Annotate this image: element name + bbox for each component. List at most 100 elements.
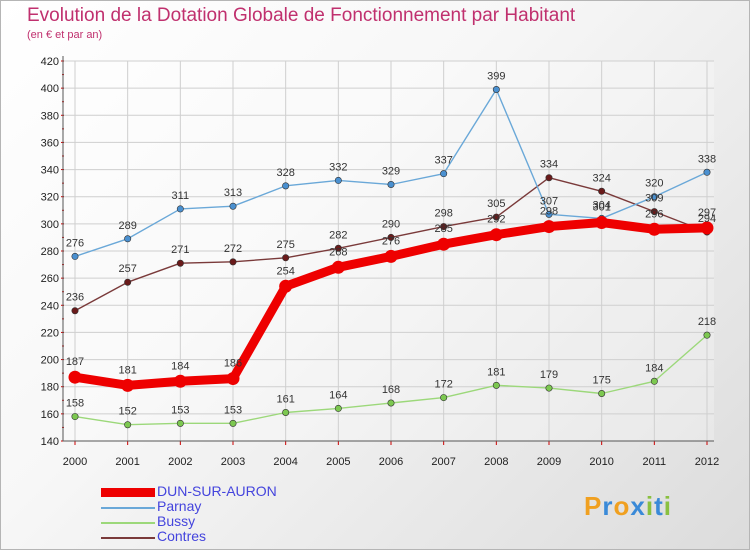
x-tick-label-2010: 2010 [589,456,613,468]
data-label-contres-2000: 236 [66,292,84,304]
point-parnay-2012 [703,168,711,176]
data-label-contres-2006: 290 [382,218,400,230]
y-tick-label-400: 400 [41,83,59,95]
legend-label-parnay: Parnay [157,498,202,514]
y-tick-label-280: 280 [41,246,59,258]
point-parnay-2006 [387,181,395,189]
data-label-parnay-2001: 289 [118,220,136,232]
data-label-contres-2010: 324 [592,172,610,184]
data-label-parnay-2011: 320 [645,178,663,190]
x-tick-label-2009: 2009 [537,456,561,468]
x-tick-label-2004: 2004 [273,456,297,468]
chart-title: Evolution de la Dotation Globale de Fonc… [27,5,576,26]
data-label-dun-sur-auron-2011: 296 [645,208,663,220]
legend-label-contres: Contres [157,528,207,544]
x-tick-label-2000: 2000 [63,456,87,468]
legend-swatch-dun-sur-auron [101,488,155,497]
logo-letter: t [654,491,664,521]
data-label-bussy-2012: 218 [698,316,716,328]
y-tick-label-380: 380 [41,110,59,122]
logo-letter: r [602,491,614,521]
data-label-dun-sur-auron-2003: 186 [224,358,242,370]
data-label-parnay-2009: 307 [540,195,558,207]
y-tick-label-180: 180 [41,382,59,394]
point-parnay-2002 [176,205,184,213]
data-label-contres-2009: 334 [540,159,558,171]
point-dun-sur-auron-2010 [595,216,609,229]
point-parnay-2007 [440,170,448,178]
data-label-bussy-2000: 158 [66,398,84,410]
data-label-parnay-2004: 328 [276,167,294,179]
data-label-contres-2008: 305 [487,198,505,210]
logo-letter: P [584,491,603,521]
data-label-dun-sur-auron-2009: 298 [540,206,558,218]
logo-letter: i [645,491,655,521]
data-label-parnay-2012: 338 [698,153,716,165]
data-label-dun-sur-auron-2001: 181 [118,364,136,376]
logo-letter: i [663,491,672,521]
point-parnay-2003 [229,202,237,210]
data-label-parnay-2003: 313 [224,187,242,199]
y-tick-label-320: 320 [41,192,59,204]
point-contres-2005 [334,244,342,252]
point-bussy-2005 [334,404,342,412]
data-label-bussy-2004: 161 [276,394,294,406]
point-contres-2009 [545,174,553,182]
data-label-bussy-2009: 179 [540,369,558,381]
point-parnay-2005 [334,176,342,184]
y-tick-label-260: 260 [41,273,59,285]
point-dun-sur-auron-2012 [700,221,714,235]
logo-letter: o [613,491,631,521]
point-parnay-2009 [545,210,553,218]
legend-swatch-parnay [101,507,155,509]
y-tick-label-160: 160 [41,409,59,421]
point-bussy-2006 [387,399,395,407]
point-parnay-2001 [124,235,132,243]
data-label-bussy-2007: 172 [434,379,452,391]
data-label-dun-sur-auron-2000: 187 [66,356,84,368]
y-tick-label-420: 420 [41,56,59,68]
data-label-bussy-2001: 152 [118,406,136,418]
x-tick-label-2012: 2012 [695,456,719,468]
data-label-dun-sur-auron-2012: 297 [698,207,716,219]
data-label-bussy-2008: 181 [487,366,505,378]
data-label-dun-sur-auron-2002: 184 [171,360,189,372]
data-label-bussy-2005: 164 [329,389,347,401]
data-label-bussy-2010: 175 [592,375,610,387]
data-label-bussy-2003: 153 [224,404,242,416]
point-bussy-2003 [229,419,237,427]
chart-subtitle: (en € et par an) [27,29,103,41]
point-bussy-2008 [492,381,500,389]
x-tick-label-2003: 2003 [221,456,245,468]
data-label-dun-sur-auron-2006: 276 [382,235,400,247]
data-label-dun-sur-auron-2007: 285 [434,223,452,235]
data-label-contres-2011: 309 [645,193,663,205]
x-tick-label-2006: 2006 [379,456,403,468]
data-label-bussy-2006: 168 [382,384,400,396]
data-label-parnay-2006: 329 [382,166,400,178]
point-bussy-2009 [545,384,553,392]
point-dun-sur-auron-2001 [121,378,135,392]
y-tick-label-220: 220 [41,327,59,339]
point-bussy-2000 [71,413,79,421]
x-tick-label-2002: 2002 [168,456,192,468]
point-bussy-2002 [176,419,184,427]
series [68,86,714,429]
point-dun-sur-auron-2003 [226,372,240,386]
point-contres-2006 [387,233,395,241]
data-label-dun-sur-auron-2004: 254 [276,265,294,277]
data-label-contres-2002: 271 [171,244,189,256]
point-bussy-2004 [282,408,290,416]
legend-swatch-contres [101,537,155,539]
x-tick-label-2007: 2007 [431,456,455,468]
data-label-bussy-2002: 153 [171,404,189,416]
axes: 140 160 180 200 220 240 260 280 300 320 340 360 380 4… [41,56,719,468]
point-dun-sur-auron-2000 [68,370,82,384]
y-tick-label-360: 360 [41,137,59,149]
point-contres-2003 [229,258,237,266]
x-tick-label-2005: 2005 [326,456,350,468]
point-dun-sur-auron-2008 [489,228,503,242]
point-dun-sur-auron-2007 [437,237,451,251]
legend-label-bussy: Bussy [157,513,196,529]
